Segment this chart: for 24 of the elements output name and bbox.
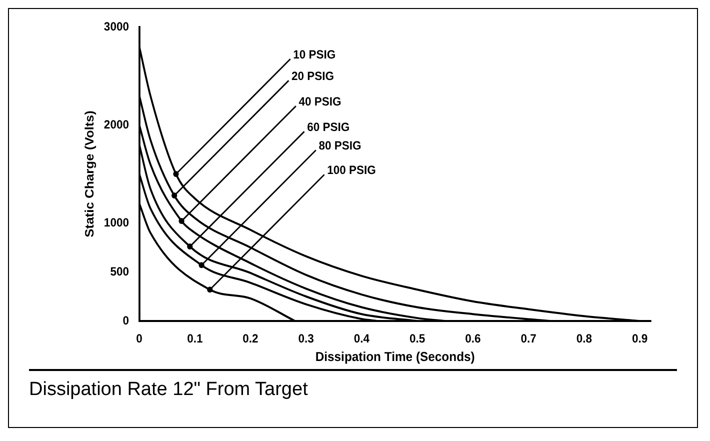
annotation: 80 PSIG [318, 139, 362, 153]
annotation: 40 PSIG [298, 95, 342, 108]
annotation: 10 PSIG [293, 48, 336, 62]
y-tick-label: 2000 [104, 118, 129, 132]
x-tick-label: 0.5 [410, 332, 426, 346]
y-tick-label: 1000 [104, 216, 129, 230]
x-tick-label: 0.9 [632, 332, 648, 346]
x-tick-label: 0.1 [187, 332, 204, 346]
x-tick-label: 0.4 [354, 332, 370, 346]
y-tick-label: 0 [122, 314, 129, 328]
x-tick-label: 0.8 [576, 332, 592, 346]
y-axis-title: Static Charge (Volts) [82, 110, 96, 238]
x-tick-label: 0.6 [465, 332, 482, 346]
x-tick-label: 0.2 [242, 332, 258, 346]
x-tick-label: 0.7 [520, 332, 536, 346]
annotation: 20 PSIG [292, 70, 334, 83]
x-tick-label: 0.3 [298, 332, 314, 346]
annotation: 60 PSIG [307, 120, 350, 134]
annotation: 100 PSIG [327, 164, 376, 178]
x-axis-title: Dissipation Time (Seconds) [315, 349, 475, 364]
y-tick-label: 3000 [104, 20, 129, 34]
y-tick-label: 500 [110, 264, 129, 278]
text: Dissipation Rate 12" From Target [29, 379, 309, 401]
x-tick-label: 0 [136, 332, 142, 346]
